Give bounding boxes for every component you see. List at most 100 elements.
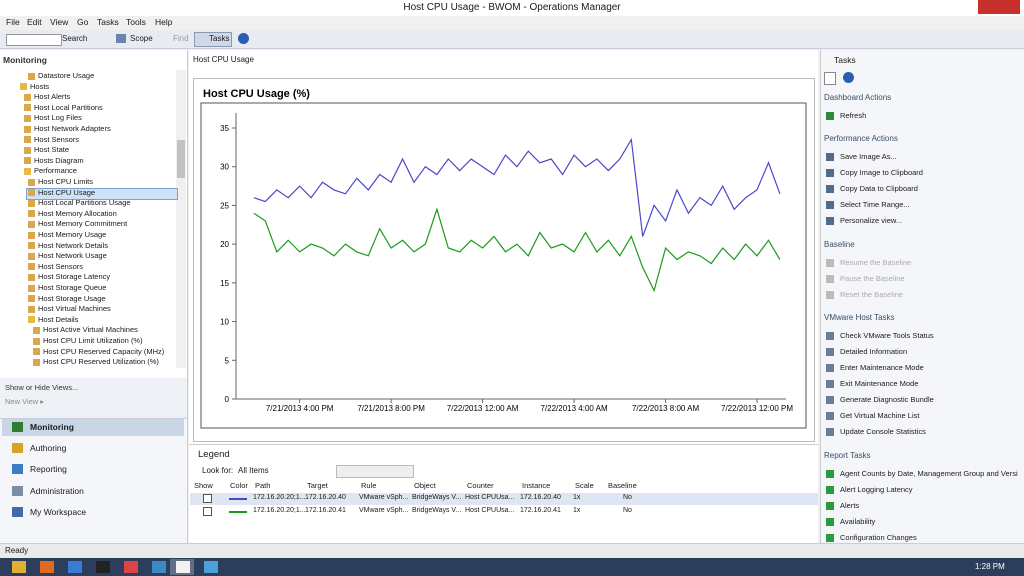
menu-item[interactable]: Edit xyxy=(27,17,42,27)
tree-item[interactable]: Host Memory Usage xyxy=(38,230,107,239)
tree-item[interactable]: Host CPU Usage xyxy=(38,187,96,197)
tree-item[interactable]: Host Storage Queue xyxy=(38,283,107,292)
column-header[interactable]: Target xyxy=(307,481,328,490)
section-title[interactable]: VMware Host Tasks xyxy=(824,313,895,322)
task-item[interactable]: Pause the Baseline xyxy=(840,274,905,283)
tree-item[interactable]: Host Memory Allocation xyxy=(38,208,117,218)
tasks-button[interactable] xyxy=(194,32,232,47)
section-title[interactable]: Report Tasks xyxy=(824,451,871,460)
column-header[interactable]: Color xyxy=(230,481,248,490)
tree-item[interactable]: Host Storage Latency xyxy=(38,272,111,282)
taskbar-app[interactable] xyxy=(96,561,110,573)
tree-item[interactable]: Hosts Diagram xyxy=(34,155,84,165)
tree-item[interactable]: Host Active Virtual Machines xyxy=(43,325,138,335)
task-item[interactable]: Exit Maintenance Mode xyxy=(840,379,919,388)
taskbar-app[interactable] xyxy=(204,561,218,573)
show-checkbox[interactable] xyxy=(203,507,212,516)
wunderbar-item[interactable]: Reporting xyxy=(30,464,67,475)
menu-item[interactable]: Help xyxy=(155,17,173,27)
tree-item[interactable]: Host State xyxy=(34,145,70,155)
column-header[interactable]: Show xyxy=(194,481,213,490)
task-item[interactable]: Copy Image to Clipboard xyxy=(840,168,923,177)
wunderbar-item[interactable]: Administration xyxy=(30,485,84,496)
task-item[interactable]: Reset the Baseline xyxy=(840,290,903,299)
task-item[interactable]: Alert Logging Latency xyxy=(840,485,913,494)
task-item[interactable]: Detailed Information xyxy=(840,347,908,356)
tree-item[interactable]: Host Memory Commitment xyxy=(38,219,128,229)
tree-item[interactable]: Performance xyxy=(34,166,77,176)
column-header[interactable]: Instance xyxy=(522,481,551,490)
new-view[interactable]: New View ▸ xyxy=(5,397,45,406)
task-item[interactable]: Personalize view... xyxy=(840,216,903,225)
task-item[interactable]: Select Time Range... xyxy=(840,200,910,209)
menu-item[interactable]: File xyxy=(6,17,20,27)
close-button[interactable] xyxy=(978,0,1020,14)
help-tab[interactable] xyxy=(843,72,854,83)
menu-item[interactable]: Tools xyxy=(126,17,146,27)
tree-item[interactable]: Host Virtual Machines xyxy=(38,304,111,314)
tree-item[interactable]: Host Storage Usage xyxy=(38,293,106,303)
task-item[interactable]: Generate Diagnostic Bundle xyxy=(840,395,934,404)
tree-item[interactable]: Host CPU Limits xyxy=(38,177,94,186)
tree-item[interactable]: Datastore Usage xyxy=(38,71,95,80)
taskbar-app[interactable] xyxy=(124,561,138,573)
task-item[interactable]: Enter Maintenance Mode xyxy=(840,363,924,372)
task-item[interactable]: Refresh xyxy=(840,111,867,120)
task-item[interactable]: Agent Counts by Date, Management Group a… xyxy=(840,469,1018,478)
tree-item[interactable]: Host Alerts xyxy=(34,92,71,102)
search-button[interactable]: Search xyxy=(62,34,88,43)
tree-item[interactable]: Host Local Partitions Usage xyxy=(38,198,131,208)
find-button[interactable]: Find xyxy=(173,34,189,43)
scroll-thumb[interactable] xyxy=(177,140,185,178)
taskbar-app[interactable] xyxy=(68,561,82,573)
column-header[interactable]: Path xyxy=(255,481,271,490)
task-item[interactable]: Check VMware Tools Status xyxy=(840,331,934,340)
section-title[interactable]: Performance Actions xyxy=(824,134,898,143)
scope-button[interactable]: Scope xyxy=(130,34,153,43)
scrollbar[interactable] xyxy=(176,70,186,368)
tree-item[interactable]: Host Local Partitions xyxy=(34,102,103,112)
show-hide-views[interactable]: Show or Hide Views... xyxy=(5,383,79,392)
taskbar-app[interactable] xyxy=(40,561,54,573)
column-header[interactable]: Scale xyxy=(575,481,594,490)
section-title[interactable]: Dashboard Actions xyxy=(824,93,892,102)
column-header[interactable]: Baseline xyxy=(608,481,637,490)
taskbar-app[interactable] xyxy=(152,561,166,573)
tree-item[interactable]: Host Log Files xyxy=(34,113,82,123)
tree-item[interactable]: Host Sensors xyxy=(34,134,80,144)
tree-item[interactable]: Host Details xyxy=(38,314,79,324)
tree-item[interactable]: Host Network Usage xyxy=(38,251,107,261)
taskbar-app[interactable] xyxy=(12,561,26,573)
section-title[interactable]: Baseline xyxy=(824,240,855,249)
filter-box[interactable] xyxy=(336,465,414,478)
task-item[interactable]: Copy Data to Clipboard xyxy=(840,184,918,193)
task-item[interactable]: Get Virtual Machine List xyxy=(840,411,920,420)
column-header[interactable]: Counter xyxy=(467,481,494,490)
tree-item[interactable]: Host Sensors xyxy=(38,261,84,271)
show-checkbox[interactable] xyxy=(203,494,212,503)
tree-item[interactable]: Host Network Adapters xyxy=(34,124,111,133)
task-item[interactable]: Availability xyxy=(840,517,876,526)
menu-item[interactable]: Go xyxy=(77,17,89,27)
wunderbar-item[interactable]: My Workspace xyxy=(30,506,87,517)
look-for-filter[interactable]: All Items xyxy=(238,466,269,475)
tree-item[interactable]: Host CPU Limit Utilization (%) xyxy=(43,336,143,345)
tree-item[interactable]: Host CPU Reserved Capacity (MHz) xyxy=(43,346,165,356)
task-item[interactable]: Save Image As... xyxy=(840,152,897,161)
search-box[interactable] xyxy=(6,34,62,46)
wunderbar-item[interactable]: Monitoring xyxy=(30,422,74,432)
menu-item[interactable]: Tasks xyxy=(97,17,119,27)
tree-item[interactable]: Host Network Details xyxy=(38,240,109,250)
taskbar-app[interactable] xyxy=(176,561,190,573)
task-item[interactable]: Alerts xyxy=(840,501,860,510)
wunderbar-item[interactable]: Authoring xyxy=(30,443,67,454)
menu-item[interactable]: View xyxy=(50,17,69,27)
column-header[interactable]: Object xyxy=(414,481,436,490)
task-item[interactable]: Resume the Baseline xyxy=(840,258,912,267)
tasks-tab[interactable] xyxy=(824,72,836,85)
tree-item[interactable]: Host CPU Reserved Utilization (%) xyxy=(43,357,159,367)
tasks-button-label[interactable]: Tasks xyxy=(209,34,230,43)
tree-item[interactable]: Hosts xyxy=(30,81,50,91)
task-item[interactable]: Update Console Statistics xyxy=(840,427,926,436)
column-header[interactable]: Rule xyxy=(361,481,377,490)
